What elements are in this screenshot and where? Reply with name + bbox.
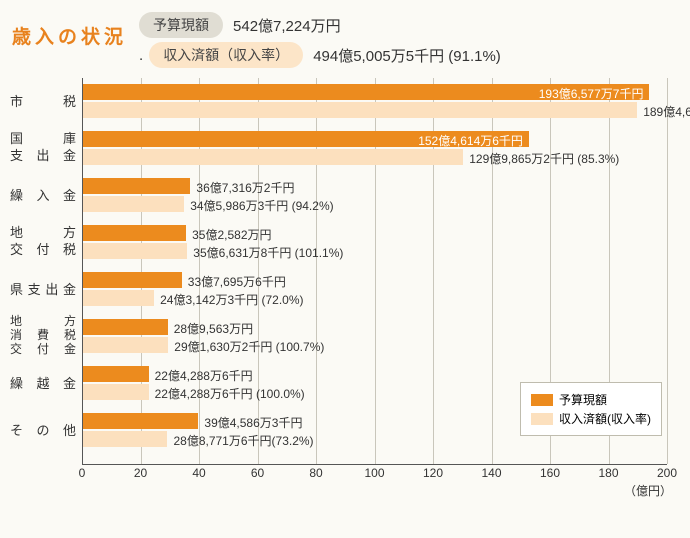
- received-value: 494億5,005万5千円 (91.1%): [313, 45, 501, 66]
- x-tick: 140: [481, 466, 501, 480]
- budget-bar-label: 193億6,577万7千円: [539, 85, 644, 102]
- budget-bar: 152億4,614万6千円: [83, 131, 529, 147]
- received-bar: 28億8,771万6千円(73.2%): [83, 431, 167, 447]
- received-bar-label: 22億4,288万6千円 (100.0%): [155, 385, 305, 402]
- budget-bar: 22億4,288万6千円: [83, 366, 149, 382]
- x-axis: [82, 464, 667, 465]
- category-row: 国庫支出金 152億4,614万6千円129億9,865万2千円 (85.3%): [10, 127, 680, 171]
- category-row: 県支出金33億7,695万6千円24億3,142万3千円 (72.0%): [10, 268, 680, 312]
- x-tick: 40: [192, 466, 205, 480]
- x-tick: 160: [540, 466, 560, 480]
- category-label: 地方消費税交付金: [10, 315, 76, 356]
- x-tick: 60: [251, 466, 264, 480]
- received-bar-label: 189億4,689万5千円 (97.8%): [643, 103, 690, 120]
- category-label: 県支出金: [10, 282, 76, 299]
- budget-bar-label: 28億9,563万円: [174, 320, 253, 337]
- budget-bar-label: 35億2,582万円: [192, 226, 271, 243]
- summary: 予算現額 542億7,224万円 . 収入済額（収入率） 494億5,005万5…: [139, 12, 501, 68]
- x-tick: 100: [364, 466, 384, 480]
- summary-received-row: . 収入済額（収入率） 494億5,005万5千円 (91.1%): [139, 42, 501, 68]
- category-label: その他: [10, 423, 76, 440]
- budget-bar-label: 36億7,316万2千円: [196, 179, 294, 196]
- budget-value: 542億7,224万円: [233, 15, 341, 36]
- category-label: 市税: [10, 94, 76, 111]
- revenue-chart: 020406080100120140160180200 （億円） 予算現額 収入…: [10, 78, 680, 508]
- dot: .: [139, 47, 143, 64]
- category-label: 地方交付税: [10, 225, 76, 259]
- x-tick: 20: [134, 466, 147, 480]
- received-bar: 189億4,689万5千円 (97.8%): [83, 102, 637, 118]
- category-row: 繰入金36億7,316万2千円34億5,986万3千円 (94.2%): [10, 174, 680, 218]
- summary-budget-row: 予算現額 542億7,224万円: [139, 12, 501, 38]
- header: 歳入の状況 予算現額 542億7,224万円 . 収入済額（収入率） 494億5…: [0, 0, 690, 68]
- category-row: 市税 193億6,577万7千円189億4,689万5千円 (97.8%): [10, 80, 680, 124]
- page-title: 歳入の状況: [12, 22, 127, 49]
- category-label: 繰越金: [10, 376, 76, 393]
- budget-bar-label: 152億4,614万6千円: [418, 132, 523, 149]
- budget-bar: 193億6,577万7千円: [83, 84, 649, 100]
- budget-pill: 予算現額: [139, 12, 223, 38]
- received-pill: 収入済額（収入率）: [149, 42, 303, 68]
- x-tick: 80: [309, 466, 322, 480]
- budget-bar: 33億7,695万6千円: [83, 272, 182, 288]
- received-bar-label: 28億8,771万6千円(73.2%): [173, 432, 313, 449]
- x-tick: 180: [598, 466, 618, 480]
- x-tick: 0: [79, 466, 86, 480]
- received-bar: 35億6,631万8千円 (101.1%): [83, 243, 187, 259]
- x-tick: 200: [657, 466, 677, 480]
- received-bar-label: 35億6,631万8千円 (101.1%): [193, 244, 343, 261]
- budget-bar: 28億9,563万円: [83, 319, 168, 335]
- budget-bar: 35億2,582万円: [83, 225, 186, 241]
- received-bar-label: 34億5,986万3千円 (94.2%): [190, 197, 333, 214]
- unit-label: （億円）: [624, 482, 672, 499]
- category-label: 繰入金: [10, 188, 76, 205]
- received-bar: 24億3,142万3千円 (72.0%): [83, 290, 154, 306]
- received-bar-label: 24億3,142万3千円 (72.0%): [160, 291, 303, 308]
- budget-bar-label: 22億4,288万6千円: [155, 367, 253, 384]
- received-bar: 129億9,865万2千円 (85.3%): [83, 149, 463, 165]
- received-bar: 34億5,986万3千円 (94.2%): [83, 196, 184, 212]
- category-row: 地方交付税35億2,582万円35億6,631万8千円 (101.1%): [10, 221, 680, 265]
- received-bar: 22億4,288万6千円 (100.0%): [83, 384, 149, 400]
- category-label: 国庫支出金: [10, 131, 76, 165]
- budget-bar-label: 39億4,586万3千円: [204, 414, 302, 431]
- category-row: 繰越金22億4,288万6千円22億4,288万6千円 (100.0%): [10, 362, 680, 406]
- x-tick: 120: [423, 466, 443, 480]
- received-bar-label: 29億1,630万2千円 (100.7%): [174, 338, 324, 355]
- category-row: その他39億4,586万3千円28億8,771万6千円(73.2%): [10, 409, 680, 453]
- received-bar: 29億1,630万2千円 (100.7%): [83, 337, 168, 353]
- received-bar-label: 129億9,865万2千円 (85.3%): [469, 150, 619, 167]
- category-row: 地方消費税交付金28億9,563万円29億1,630万2千円 (100.7%): [10, 315, 680, 359]
- budget-bar: 36億7,316万2千円: [83, 178, 190, 194]
- budget-bar-label: 33億7,695万6千円: [188, 273, 286, 290]
- budget-bar: 39億4,586万3千円: [83, 413, 198, 429]
